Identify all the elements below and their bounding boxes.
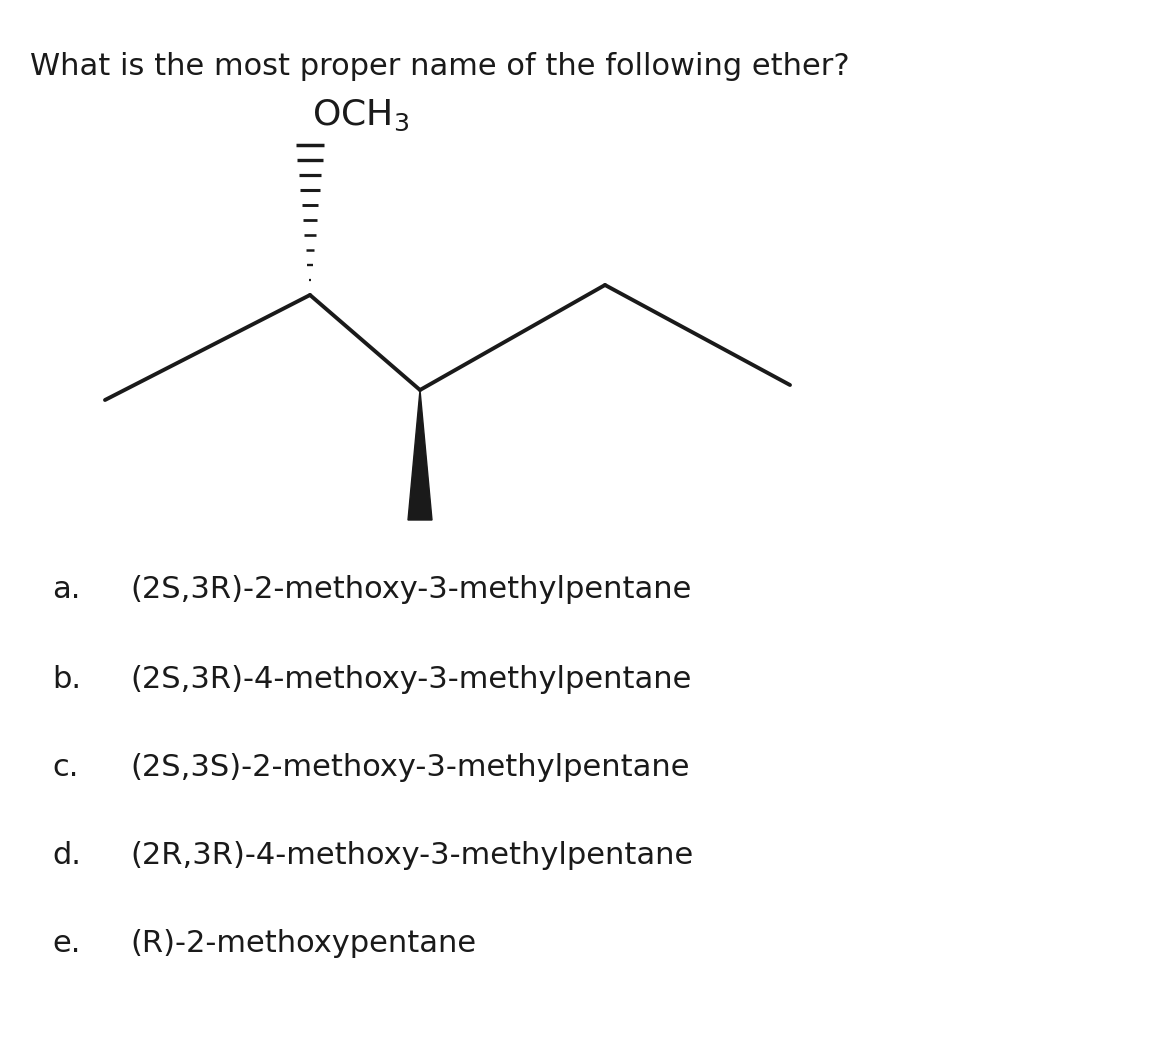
Text: b.: b.: [53, 665, 81, 695]
Text: (2S,3R)-2-methoxy-3-methylpentane: (2S,3R)-2-methoxy-3-methylpentane: [130, 576, 691, 604]
Text: (2S,3R)-4-methoxy-3-methylpentane: (2S,3R)-4-methoxy-3-methylpentane: [130, 665, 691, 695]
Text: (R)-2-methoxypentane: (R)-2-methoxypentane: [130, 930, 477, 959]
Text: (2R,3R)-4-methoxy-3-methylpentane: (2R,3R)-4-methoxy-3-methylpentane: [130, 842, 694, 870]
Text: (2S,3S)-2-methoxy-3-methylpentane: (2S,3S)-2-methoxy-3-methylpentane: [130, 753, 689, 782]
Text: What is the most proper name of the following ether?: What is the most proper name of the foll…: [30, 52, 849, 81]
Polygon shape: [408, 390, 432, 520]
Text: c.: c.: [53, 753, 78, 782]
Text: a.: a.: [53, 576, 81, 604]
Text: OCH$_3$: OCH$_3$: [312, 98, 409, 133]
Text: d.: d.: [53, 842, 81, 870]
Text: e.: e.: [53, 930, 81, 959]
